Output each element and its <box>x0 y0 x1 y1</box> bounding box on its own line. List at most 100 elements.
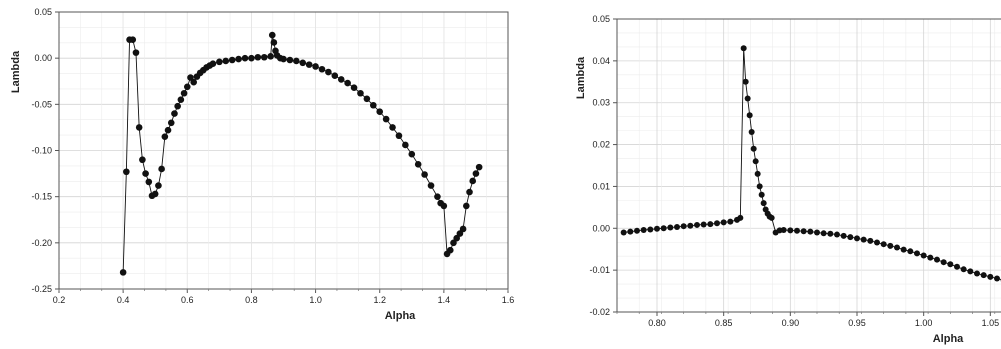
data-point <box>183 83 191 91</box>
data-point <box>161 133 169 140</box>
data-point <box>350 84 358 92</box>
data-point <box>177 96 185 104</box>
grid-right <box>616 18 1001 313</box>
y-tick-label: -0.02 <box>589 307 610 317</box>
data-point <box>337 76 345 83</box>
data-point <box>241 54 249 62</box>
data-point <box>155 182 162 189</box>
y-tick-label: 0.03 <box>592 98 610 108</box>
data-point <box>331 72 339 80</box>
data-point <box>450 239 457 247</box>
data-point <box>647 226 654 233</box>
data-point <box>887 242 894 249</box>
data-point <box>414 161 422 168</box>
data-point <box>248 54 255 62</box>
data-point <box>129 36 137 43</box>
data-point <box>894 244 900 251</box>
x-tick-label: 0.6 <box>181 295 194 305</box>
data-point <box>720 219 727 226</box>
y-axis-label-right: Lambda <box>575 56 587 99</box>
data-point <box>994 275 1000 282</box>
data-point <box>270 39 278 46</box>
data-point <box>744 95 751 102</box>
data-point <box>363 95 371 103</box>
series-right <box>620 45 1001 282</box>
data-point <box>752 158 759 165</box>
x-tick-label: 1.05 <box>982 318 1000 328</box>
data-point <box>680 223 687 230</box>
x-tick-label: 0.95 <box>848 318 866 328</box>
y-axis-label-left: Lambda <box>10 50 22 93</box>
plot-frame-right <box>616 18 1001 313</box>
data-point <box>627 228 634 235</box>
chart-left: 0.05 0.00 -0.05 -0.10 -0.15 -0.20 -0.25 0.2 0.4… <box>10 7 514 322</box>
data-point <box>164 126 172 134</box>
y-tick-label: -0.05 <box>31 99 52 109</box>
data-point <box>754 170 761 177</box>
data-point <box>469 177 477 185</box>
x-ticks-right: 0.80 0.85 0.90 0.95 1.00 1.05 <box>616 312 1000 328</box>
data-point <box>780 226 787 233</box>
data-point <box>974 270 980 277</box>
data-point <box>142 170 149 177</box>
data-point <box>748 129 755 136</box>
x-tick-label: 1.6 <box>502 295 515 305</box>
data-point <box>860 236 867 243</box>
data-point <box>960 266 967 273</box>
data-point <box>727 218 734 225</box>
data-point <box>867 237 874 244</box>
data-point <box>940 259 947 266</box>
x-axis-label-right: Alpha <box>933 333 964 345</box>
data-point <box>947 261 954 268</box>
x-tick-label: 1.4 <box>438 295 451 305</box>
data-point <box>807 228 814 235</box>
data-point <box>216 58 223 66</box>
series-line <box>623 48 1001 280</box>
data-point <box>768 214 775 221</box>
data-point <box>408 150 416 158</box>
data-point <box>746 112 753 119</box>
data-point <box>395 132 403 140</box>
data-point <box>132 49 140 56</box>
x-tick-label: 1.2 <box>373 295 386 305</box>
data-point <box>382 115 390 123</box>
data-point <box>190 78 197 86</box>
data-point <box>687 222 694 229</box>
data-point <box>854 235 860 242</box>
data-point <box>954 263 960 270</box>
data-point <box>934 256 940 263</box>
data-point <box>427 182 435 189</box>
data-point <box>750 145 757 152</box>
data-point <box>139 156 146 164</box>
data-point <box>634 227 640 234</box>
data-point <box>914 250 920 257</box>
data-point <box>158 165 165 173</box>
data-point <box>847 234 854 241</box>
data-point <box>920 252 927 259</box>
x-tick-label: 0.85 <box>715 318 733 328</box>
data-point <box>472 170 480 177</box>
data-point <box>874 239 880 246</box>
data-point <box>260 53 268 61</box>
data-point <box>756 183 763 190</box>
data-point <box>187 74 194 81</box>
data-point <box>312 63 319 70</box>
x-tick-label: 1.00 <box>915 318 933 328</box>
data-point <box>254 53 262 61</box>
x-tick-label: 1.0 <box>309 295 322 305</box>
data-point <box>834 231 840 238</box>
data-point <box>674 224 680 231</box>
data-point <box>967 268 974 275</box>
data-point <box>453 234 460 242</box>
grid-left <box>58 11 509 290</box>
data-point <box>900 246 907 253</box>
y-tick-label: 0.01 <box>592 181 610 191</box>
data-point <box>318 65 326 73</box>
data-point <box>459 225 467 233</box>
series-line <box>122 34 480 273</box>
data-point <box>987 273 994 280</box>
data-point <box>456 230 464 237</box>
data-point <box>814 229 820 236</box>
data-point <box>980 272 987 279</box>
data-point <box>123 168 130 176</box>
